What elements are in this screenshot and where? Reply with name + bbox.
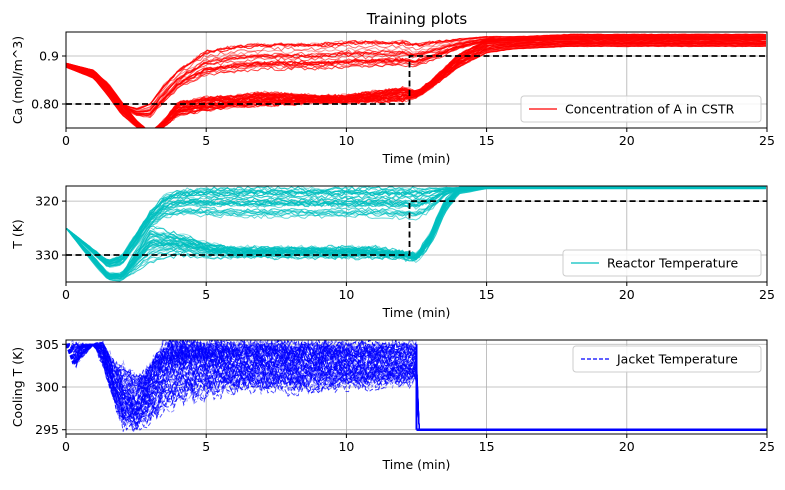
legend: Jacket Temperature <box>572 345 762 373</box>
subplot-3: 0 5 10 15 20 25 295 300 305 Time (min) Cooling T (… <box>10 337 775 472</box>
y-tick-label: 295 <box>35 422 59 437</box>
axes-frame <box>65 185 768 283</box>
x-tick-label: 25 <box>759 133 775 148</box>
trace-line <box>66 36 766 115</box>
x-tick-label: 25 <box>759 439 775 454</box>
x-tick-label: 20 <box>619 133 635 148</box>
x-tick-label: 0 <box>62 439 70 454</box>
x-tick-label: 5 <box>202 133 210 148</box>
x-tick-label: 10 <box>338 287 354 302</box>
trace-line <box>66 344 766 431</box>
subplot-1: 0 5 10 15 20 25 0.80 0.9 Time (min) Ca (mol/m^3) C… <box>10 31 775 166</box>
legend-label: Jacket Temperature <box>616 352 738 367</box>
legend: Concentration of A in CSTR <box>520 95 762 123</box>
legend-box <box>520 95 762 123</box>
x-axis-label: Time (min) <box>382 305 451 320</box>
x-tick-label: 0 <box>62 133 70 148</box>
trace-line <box>66 340 766 431</box>
trace-line <box>66 340 766 431</box>
x-axis-label: Time (min) <box>382 151 451 166</box>
trace-line <box>66 344 766 431</box>
trace-line <box>66 187 766 267</box>
x-tick-label: 5 <box>202 287 210 302</box>
x-tick-label: 25 <box>759 287 775 302</box>
x-axis-label: Time (min) <box>382 457 451 472</box>
y-axis-label: Cooling T (K) <box>10 347 25 427</box>
trace-line <box>66 41 767 128</box>
setpoint-line <box>66 55 767 105</box>
trace-line <box>66 37 766 128</box>
x-tick-label: 20 <box>619 287 635 302</box>
trace-line <box>66 34 766 113</box>
legend: Reactor Temperature <box>562 249 762 277</box>
y-axis-label: Ca (mol/m^3) <box>10 36 25 124</box>
x-tick-label: 10 <box>338 439 354 454</box>
legend-label: Reactor Temperature <box>607 256 738 271</box>
y-tick-label: 0.80 <box>31 97 59 112</box>
y-tick-label: 330 <box>35 248 59 263</box>
x-tick-label: 10 <box>338 133 354 148</box>
x-tick-label: 20 <box>619 439 635 454</box>
axes-frame <box>65 31 768 129</box>
y-tick-label: 0.9 <box>39 49 59 64</box>
y-axis-label: T (K) <box>10 219 25 250</box>
x-tick-label: 0 <box>62 287 70 302</box>
trace-line <box>66 42 766 128</box>
trace-line <box>66 344 766 431</box>
setpoint-line <box>66 200 767 256</box>
series-traces <box>66 186 766 282</box>
trace-line <box>66 35 766 115</box>
trace-line <box>66 33 766 110</box>
series-traces <box>66 340 767 434</box>
y-tick-label: 300 <box>35 380 59 395</box>
legend-box <box>562 249 762 277</box>
y-tick-label: 320 <box>35 194 59 209</box>
x-tick-label: 15 <box>479 287 495 302</box>
y-tick-label: 305 <box>35 337 59 352</box>
trace-line <box>66 45 766 128</box>
figure-title: Training plots <box>366 10 468 28</box>
x-tick-label: 5 <box>202 439 210 454</box>
subplot-2: 0 5 10 15 20 25 320 330 Time (min) T (K) Reactor T… <box>10 185 775 320</box>
trace-line <box>66 187 766 281</box>
x-tick-label: 15 <box>479 133 495 148</box>
legend-label: Concentration of A in CSTR <box>565 102 735 117</box>
legend-box <box>572 345 762 373</box>
x-tick-label: 15 <box>479 439 495 454</box>
subplot-container: 0 5 10 15 20 25 0.80 0.9 Time (min) Ca (mol/m^3) C… <box>10 31 775 472</box>
